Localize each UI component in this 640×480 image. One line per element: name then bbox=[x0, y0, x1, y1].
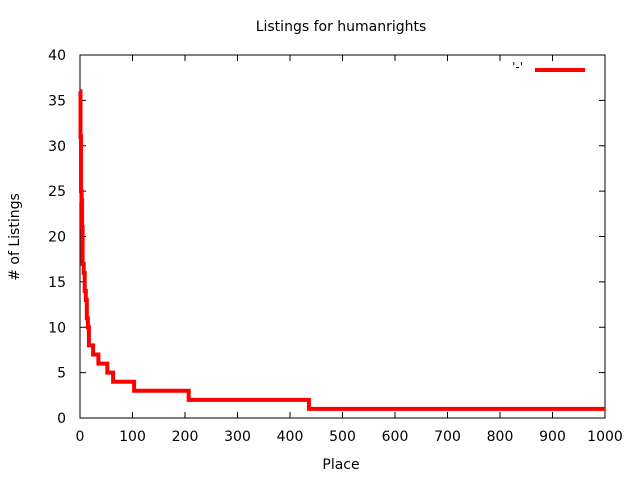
x-tick-label: 400 bbox=[277, 429, 304, 445]
legend-entry-label: '-' bbox=[512, 60, 523, 74]
y-tick-label: 25 bbox=[48, 184, 66, 200]
data-series-line bbox=[78, 89, 605, 411]
y-axis-label: # of Listings bbox=[7, 193, 23, 281]
x-tick-label: 300 bbox=[224, 429, 251, 445]
x-tick-label: 800 bbox=[487, 429, 514, 445]
y-tick-label: 35 bbox=[48, 93, 66, 109]
y-tick-label: 10 bbox=[48, 320, 66, 336]
y-tick-label: 20 bbox=[48, 230, 66, 246]
chart-title: Listings for humanrights bbox=[256, 19, 427, 35]
axis-ticks bbox=[79, 54, 606, 419]
x-axis-label: Place bbox=[322, 457, 359, 473]
y-tick-label: 5 bbox=[57, 366, 66, 382]
x-tick-label: 600 bbox=[382, 429, 409, 445]
y-tick-label: 30 bbox=[48, 139, 66, 155]
y-tick-label: 15 bbox=[48, 275, 66, 291]
x-tick-label: 900 bbox=[539, 429, 566, 445]
x-tick-label: 100 bbox=[119, 429, 146, 445]
x-tick-label: 500 bbox=[329, 429, 356, 445]
y-tick-label: 40 bbox=[48, 48, 66, 64]
x-tick-label: 1000 bbox=[587, 429, 623, 445]
x-tick-label: 700 bbox=[434, 429, 461, 445]
y-tick-label: 0 bbox=[57, 411, 66, 427]
legend: '-' bbox=[512, 60, 585, 74]
series-group bbox=[78, 89, 605, 411]
x-tick-label: 0 bbox=[76, 429, 85, 445]
axis-tick-labels: 0 100 200 300 400 500 600 700 800 900 1000 0 5 10 15 20… bbox=[48, 48, 623, 445]
x-tick-label: 200 bbox=[172, 429, 199, 445]
plot-frame bbox=[79, 54, 606, 419]
